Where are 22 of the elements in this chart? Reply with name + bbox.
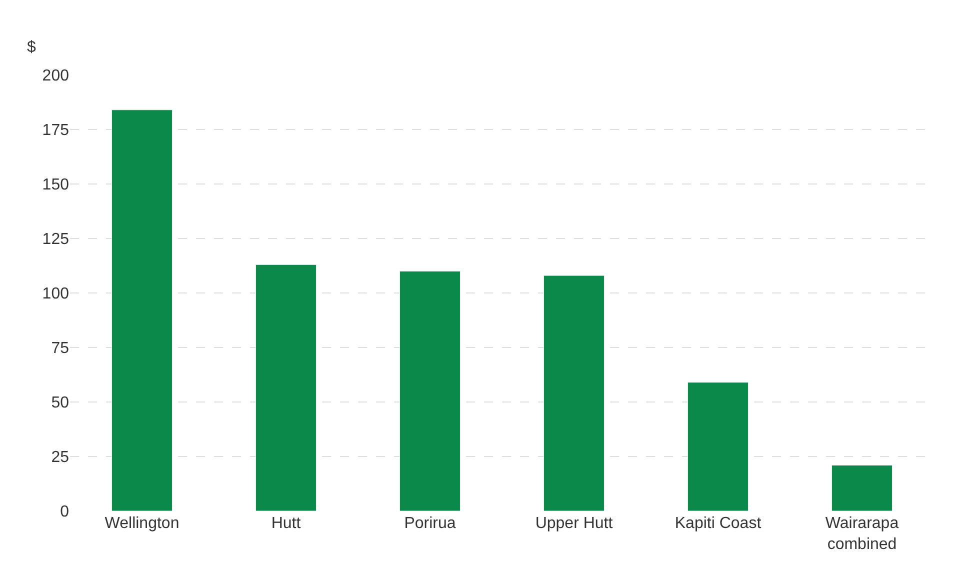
- bar: [256, 264, 316, 511]
- y-tick-label: 150: [42, 176, 70, 194]
- y-tick-label: 25: [51, 449, 70, 466]
- bar: [112, 110, 172, 511]
- y-tick-label: 200: [42, 68, 70, 85]
- x-tick-label: Wellington: [104, 515, 180, 532]
- y-axis-title: $: [27, 39, 36, 56]
- x-tick-label: Wairarapa combined: [825, 515, 899, 553]
- x-tick-label: Upper Hutt: [535, 515, 614, 532]
- x-tick-label: Hutt: [271, 515, 302, 532]
- bar: [688, 382, 748, 511]
- x-tick-label: Porirua: [404, 515, 456, 532]
- x-tick-label: Kapiti Coast: [674, 515, 762, 532]
- bar: [400, 270, 460, 511]
- y-tick-label: 50: [51, 394, 70, 412]
- y-tick-label: 75: [51, 340, 70, 358]
- bar: [544, 275, 604, 511]
- bar: [832, 464, 892, 511]
- y-tick-label: 0: [60, 504, 70, 521]
- y-tick-label: 125: [42, 231, 70, 248]
- y-tick-label: 100: [42, 286, 70, 303]
- y-tick-label: 175: [42, 122, 70, 140]
